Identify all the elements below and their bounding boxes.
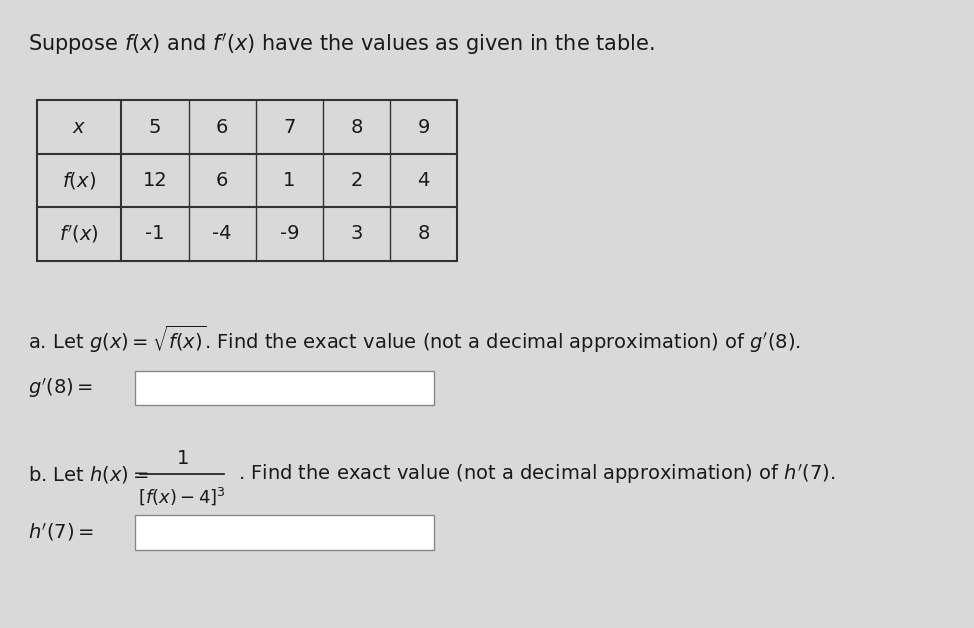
Text: 12: 12 [142,171,168,190]
Text: 6: 6 [216,117,228,137]
FancyBboxPatch shape [135,515,434,550]
Text: -9: -9 [280,224,299,244]
Text: $g'(8) =$: $g'(8) =$ [28,376,94,400]
Text: $f'(x)$: $f'(x)$ [59,223,99,245]
Text: . Find the exact value (not a decimal approximation) of $h'(7)$.: . Find the exact value (not a decimal ap… [238,462,835,486]
Text: $[f(x)-4]^3$: $[f(x)-4]^3$ [138,485,226,507]
Text: -1: -1 [145,224,165,244]
Text: 4: 4 [418,171,430,190]
Text: $h'(7) =$: $h'(7) =$ [28,521,94,543]
Text: 8: 8 [351,117,362,137]
Text: 8: 8 [418,224,430,244]
Text: 9: 9 [418,117,430,137]
Text: $1$: $1$ [175,449,188,468]
FancyBboxPatch shape [135,371,434,405]
Text: 5: 5 [149,117,161,137]
Text: 2: 2 [351,171,362,190]
Text: 7: 7 [283,117,295,137]
Text: -4: -4 [212,224,232,244]
Text: Suppose $f(x)$ and $f'(x)$ have the values as given in the table.: Suppose $f(x)$ and $f'(x)$ have the valu… [28,31,655,57]
Text: $x$: $x$ [72,117,87,137]
Text: 6: 6 [216,171,228,190]
Text: $f(x)$: $f(x)$ [62,170,96,191]
Text: 3: 3 [351,224,362,244]
Text: 1: 1 [283,171,295,190]
Text: b. Let $h(x) = $: b. Let $h(x) = $ [28,463,149,485]
Text: a. Let $g(x) = \sqrt{f(x)}$. Find the exact value (not a decimal approximation) : a. Let $g(x) = \sqrt{f(x)}$. Find the ex… [28,323,801,355]
